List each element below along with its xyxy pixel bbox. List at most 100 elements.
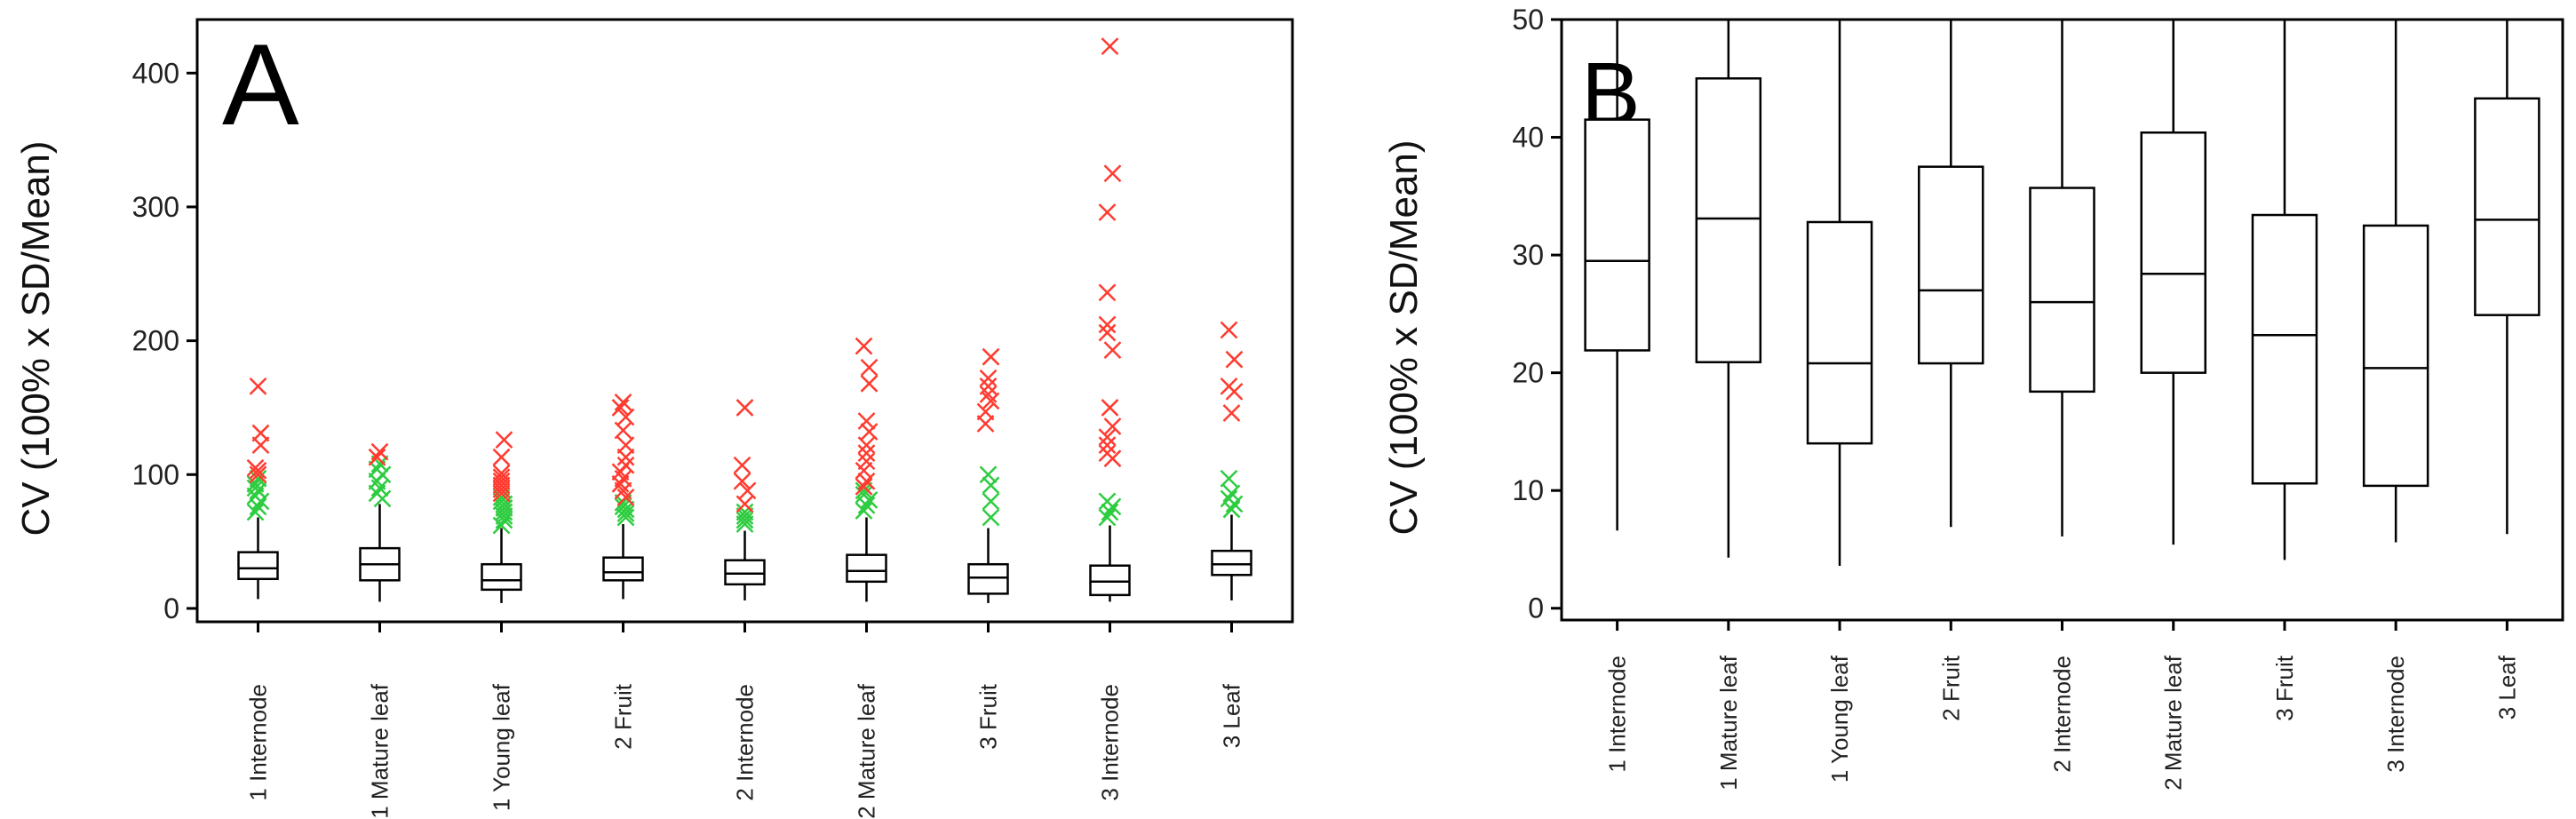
mild-outlier-marker xyxy=(855,502,873,520)
extreme-outlier-marker xyxy=(1103,341,1122,360)
extreme-outlier-marker xyxy=(492,464,511,482)
mild-outlier-marker xyxy=(246,503,265,521)
extreme-outlier-marker xyxy=(857,412,876,430)
x-tick-label: 3 Leaf xyxy=(1219,683,1245,748)
extreme-outlier-marker xyxy=(855,337,873,355)
box-iqr xyxy=(2140,131,2206,374)
extreme-outlier-marker xyxy=(368,448,386,466)
y-tick-label: 50 xyxy=(1512,4,1544,36)
extreme-outlier-marker xyxy=(1220,321,1238,339)
x-tick-label: 3 Leaf xyxy=(2493,655,2520,720)
y-tick-label: 30 xyxy=(1512,239,1544,271)
extreme-outlier-marker xyxy=(733,472,751,490)
box-iqr xyxy=(724,559,766,586)
mild-outlier-marker xyxy=(982,492,1000,511)
mild-outlier-marker xyxy=(370,479,389,497)
extreme-outlier-marker xyxy=(860,358,879,377)
extreme-outlier-marker xyxy=(251,424,270,442)
extreme-outlier-marker xyxy=(979,377,998,395)
x-tick-label: 1 Internode xyxy=(245,684,272,801)
panel-label: A xyxy=(222,20,299,149)
box-iqr xyxy=(967,562,1009,595)
mild-outlier-marker xyxy=(1220,489,1238,508)
extreme-outlier-marker xyxy=(855,477,873,496)
extreme-outlier-marker xyxy=(1103,164,1122,183)
mild-outlier-marker xyxy=(616,508,635,527)
extreme-outlier-marker xyxy=(1220,377,1238,395)
extreme-outlier-marker xyxy=(1103,417,1122,435)
mild-outlier-marker xyxy=(735,511,754,529)
x-tick-label: 2 Fruit xyxy=(1937,655,1964,720)
extreme-outlier-marker xyxy=(249,465,267,484)
mild-outlier-marker xyxy=(855,485,873,504)
mild-outlier-marker xyxy=(495,499,513,517)
box-iqr xyxy=(481,562,522,592)
extreme-outlier-marker xyxy=(1225,350,1244,369)
x-tick-label: 3 Internode xyxy=(1097,684,1124,801)
extreme-outlier-marker xyxy=(979,369,998,387)
extreme-outlier-marker xyxy=(860,423,879,441)
x-tick-label: 1 Internode xyxy=(1604,656,1631,773)
box-iqr xyxy=(602,556,644,582)
extreme-outlier-marker xyxy=(1098,323,1117,342)
mild-outlier-marker xyxy=(1098,508,1117,527)
extreme-outlier-marker xyxy=(857,436,876,455)
y-tick-label: 300 xyxy=(132,191,179,223)
mild-outlier-marker xyxy=(616,505,635,522)
box-iqr xyxy=(1089,564,1131,597)
extreme-outlier-marker xyxy=(976,402,995,421)
box-iqr xyxy=(2474,97,2540,316)
mild-outlier-marker xyxy=(1222,484,1241,503)
mild-outlier-marker xyxy=(495,503,513,521)
mild-outlier-marker xyxy=(979,465,998,484)
mild-outlier-marker xyxy=(735,503,754,521)
x-tick-label: 2 Internode xyxy=(2049,656,2076,773)
y-axis-title: CV (100% x SD/Mean) xyxy=(14,140,58,536)
y-tick-label: 20 xyxy=(1512,357,1544,389)
extreme-outlier-marker xyxy=(979,385,998,403)
mild-outlier-marker xyxy=(1222,500,1241,519)
y-tick-label: 100 xyxy=(132,458,179,490)
extreme-outlier-marker xyxy=(246,458,265,477)
x-tick-label: 3 Internode xyxy=(2382,656,2409,773)
y-tick-label: 200 xyxy=(132,325,179,357)
mild-outlier-marker xyxy=(1220,469,1238,488)
extreme-outlier-marker xyxy=(1101,399,1119,417)
extreme-outlier-marker xyxy=(492,472,511,490)
x-tick-label: 3 Fruit xyxy=(975,683,1002,749)
mild-outlier-marker xyxy=(1098,492,1117,511)
extreme-outlier-marker xyxy=(860,374,879,393)
extreme-outlier-marker xyxy=(616,408,635,426)
extreme-outlier-marker xyxy=(614,469,632,488)
x-tick-label: 2 Internode xyxy=(732,684,759,801)
mild-outlier-marker xyxy=(982,476,1000,495)
x-tick-label: 1 Mature leaf xyxy=(1715,655,1742,791)
x-tick-label: 2 Fruit xyxy=(610,683,637,749)
extreme-outlier-marker xyxy=(738,481,757,500)
box-iqr xyxy=(2251,213,2318,485)
extreme-outlier-marker xyxy=(614,421,632,440)
extreme-outlier-marker xyxy=(1101,37,1119,56)
x-tick-label: 1 Young leaf xyxy=(1826,655,1853,783)
box-iqr xyxy=(1806,220,1873,445)
x-tick-label: 2 Mature leaf xyxy=(854,683,880,819)
box-iqr xyxy=(237,551,279,581)
extreme-outlier-marker xyxy=(616,488,635,506)
box-iqr xyxy=(1211,549,1252,576)
box-iqr xyxy=(2029,187,2095,394)
x-tick-label: 2 Mature leaf xyxy=(2160,655,2187,791)
y-tick-label: 0 xyxy=(1528,592,1544,624)
y-tick-label: 400 xyxy=(132,57,179,89)
y-tick-label: 0 xyxy=(163,592,179,624)
extreme-outlier-marker xyxy=(616,456,635,474)
extreme-outlier-marker xyxy=(492,468,511,487)
box-iqr xyxy=(846,553,887,584)
extreme-outlier-marker xyxy=(735,495,754,513)
y-axis-title: CV (100% x SD/Mean) xyxy=(1382,139,1426,535)
extreme-outlier-marker xyxy=(982,392,1000,410)
extreme-outlier-marker xyxy=(857,452,876,471)
extreme-outlier-marker xyxy=(495,431,513,449)
extreme-outlier-marker xyxy=(492,448,511,466)
